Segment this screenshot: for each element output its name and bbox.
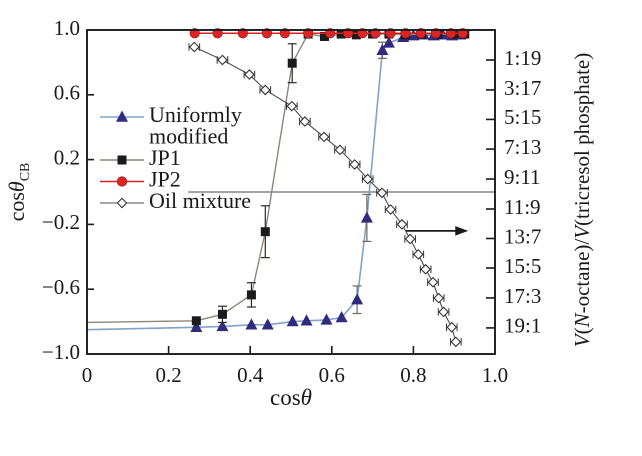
x-tick-label: 0 bbox=[82, 363, 93, 387]
uniformly-modified-marker bbox=[335, 311, 348, 323]
oil-mixture-marker bbox=[427, 276, 439, 288]
y-right-tick-label: 19:1 bbox=[504, 314, 541, 338]
uniformly-modified-marker bbox=[261, 318, 274, 330]
jp1-marker bbox=[217, 309, 227, 319]
jp1-legend-label: JP1 bbox=[149, 145, 181, 170]
oil-mixture-marker bbox=[385, 204, 396, 215]
uniformly-modified-marker bbox=[320, 313, 333, 325]
x-tick-label: 0.8 bbox=[400, 363, 426, 387]
oil-mixture-marker bbox=[433, 292, 445, 304]
y-right-tick-label: 11:9 bbox=[504, 195, 541, 219]
oil-mixture-marker bbox=[438, 306, 449, 318]
oil-mixture-marker bbox=[217, 54, 228, 66]
y-left-tick-label: 0.6 bbox=[54, 81, 80, 105]
oil-mixture-marker bbox=[396, 219, 408, 230]
jp1-marker bbox=[246, 290, 256, 300]
jp1-marker bbox=[260, 227, 270, 237]
y-left-tick-label: −1.0 bbox=[42, 340, 80, 364]
y-right-tick-label: 9:11 bbox=[504, 165, 541, 189]
jp2-legend-label: JP2 bbox=[149, 167, 181, 192]
y-right-tick-label: 17:3 bbox=[504, 284, 541, 308]
oil-mixture-marker bbox=[376, 187, 388, 199]
uniformly-modified-marker bbox=[382, 36, 395, 48]
uniformly-modified-legend-label: modified bbox=[149, 124, 228, 149]
oil-mixture-marker bbox=[188, 41, 200, 53]
oil-mixture-marker bbox=[362, 173, 374, 185]
oil-mixture-marker bbox=[259, 84, 271, 96]
uniformly-modified-legend-label: Uniformly bbox=[149, 102, 242, 127]
oil-mixture-marker bbox=[450, 336, 462, 348]
oil-mixture-marker bbox=[334, 144, 346, 156]
uniformly-modified-marker bbox=[300, 314, 313, 326]
oil-mixture-marker bbox=[244, 69, 255, 80]
uniformly-modified-marker bbox=[286, 315, 299, 327]
uniformly-modified-marker bbox=[216, 319, 229, 332]
y-left-tick-label: −0.2 bbox=[42, 210, 80, 234]
y-left-tick-label: −0.6 bbox=[42, 275, 80, 299]
x-tick-label: 1.0 bbox=[482, 363, 508, 387]
y-right-tick-label: 7:13 bbox=[504, 135, 541, 159]
oil-mixture-marker bbox=[349, 159, 361, 170]
oil-mixture-marker bbox=[116, 197, 128, 209]
jp1-marker bbox=[319, 31, 329, 41]
oil-mixture-marker bbox=[318, 131, 330, 143]
oil-mixture-marker bbox=[404, 233, 416, 245]
legend-entry-jp2: JP2 bbox=[100, 167, 181, 192]
y-right-tick-label: 3:17 bbox=[504, 76, 541, 100]
legend-entry-oil-mixture: Oil mixture bbox=[100, 188, 251, 213]
y-right-tick-label: 13:7 bbox=[504, 224, 541, 248]
x-tick-label: 0.4 bbox=[237, 363, 264, 387]
y-left-tick-label: 0.2 bbox=[54, 145, 80, 169]
uniformly-modified-marker bbox=[351, 293, 364, 305]
plot-frame bbox=[86, 29, 496, 355]
oil-mixture-marker bbox=[412, 248, 424, 260]
x-tick-label: 0.2 bbox=[155, 363, 181, 387]
uniformly-modified-marker bbox=[360, 211, 373, 223]
x-axis-title: cosθ bbox=[270, 385, 312, 410]
jp1-marker bbox=[336, 29, 346, 39]
uniformly-modified-marker bbox=[116, 110, 128, 122]
jp1-marker bbox=[351, 30, 361, 40]
x-tick-label: 0.6 bbox=[319, 363, 345, 387]
y-left-tick-label: 1.0 bbox=[54, 16, 80, 40]
uniformly-modified-marker bbox=[376, 43, 389, 55]
y-left-axis-title: cosθCB bbox=[4, 163, 33, 222]
y-right-tick-label: 1:19 bbox=[504, 46, 541, 70]
y-right-axis-title: V(N-octane)/V(tricresol phosphate) bbox=[570, 53, 594, 348]
oil-mixture-marker bbox=[286, 100, 298, 112]
y-right-tick-label: 5:15 bbox=[504, 105, 541, 129]
oil-mixture-marker bbox=[446, 321, 458, 333]
jp1-marker bbox=[287, 58, 297, 68]
uniformly-modified-marker bbox=[245, 318, 258, 330]
oil-mixture-legend-label: Oil mixture bbox=[149, 188, 251, 213]
right-axis-arrow-head bbox=[455, 226, 469, 236]
jp1-marker bbox=[117, 155, 127, 165]
jp1-marker bbox=[191, 316, 201, 326]
uniformly-modified-marker bbox=[190, 320, 203, 332]
legend-entry-jp1: JP1 bbox=[100, 145, 181, 170]
jp2-marker bbox=[116, 176, 128, 187]
y-right-tick-label: 15:5 bbox=[504, 254, 541, 278]
series-oil-mixture bbox=[188, 41, 462, 348]
oil-mixture-marker bbox=[299, 116, 311, 127]
oil-mixture-marker bbox=[420, 263, 432, 275]
